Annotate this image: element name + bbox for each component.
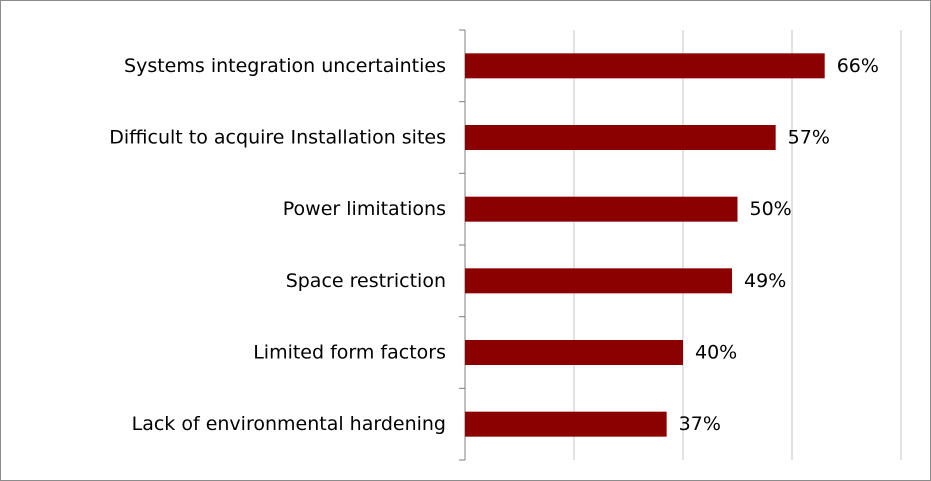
- category-label: Systems integration uncertainties: [124, 55, 446, 77]
- category-label: Power limitations: [283, 198, 446, 220]
- data-label: 49%: [744, 270, 786, 292]
- bar-1: [465, 125, 776, 150]
- data-label: 37%: [679, 413, 721, 435]
- bars: [465, 53, 825, 437]
- data-label: 57%: [788, 127, 830, 149]
- data-label: 40%: [695, 342, 737, 364]
- data-label: 66%: [837, 55, 879, 77]
- bar-5: [465, 411, 667, 437]
- data-label: 50%: [750, 198, 792, 220]
- bar-3: [465, 268, 733, 294]
- category-label: Limited form factors: [253, 342, 446, 364]
- bar-2: [465, 196, 738, 222]
- bar-4: [465, 340, 683, 365]
- gridlines: [573, 30, 902, 460]
- category-label: Space restriction: [286, 270, 446, 292]
- category-label: Lack of environmental hardening: [132, 413, 446, 435]
- y-axis: [459, 29, 466, 461]
- category-label: Difficult to acquire Installation sites: [109, 127, 446, 149]
- bar-0: [465, 53, 825, 79]
- labels: Systems integration uncertainties 66% Diff…: [109, 55, 879, 435]
